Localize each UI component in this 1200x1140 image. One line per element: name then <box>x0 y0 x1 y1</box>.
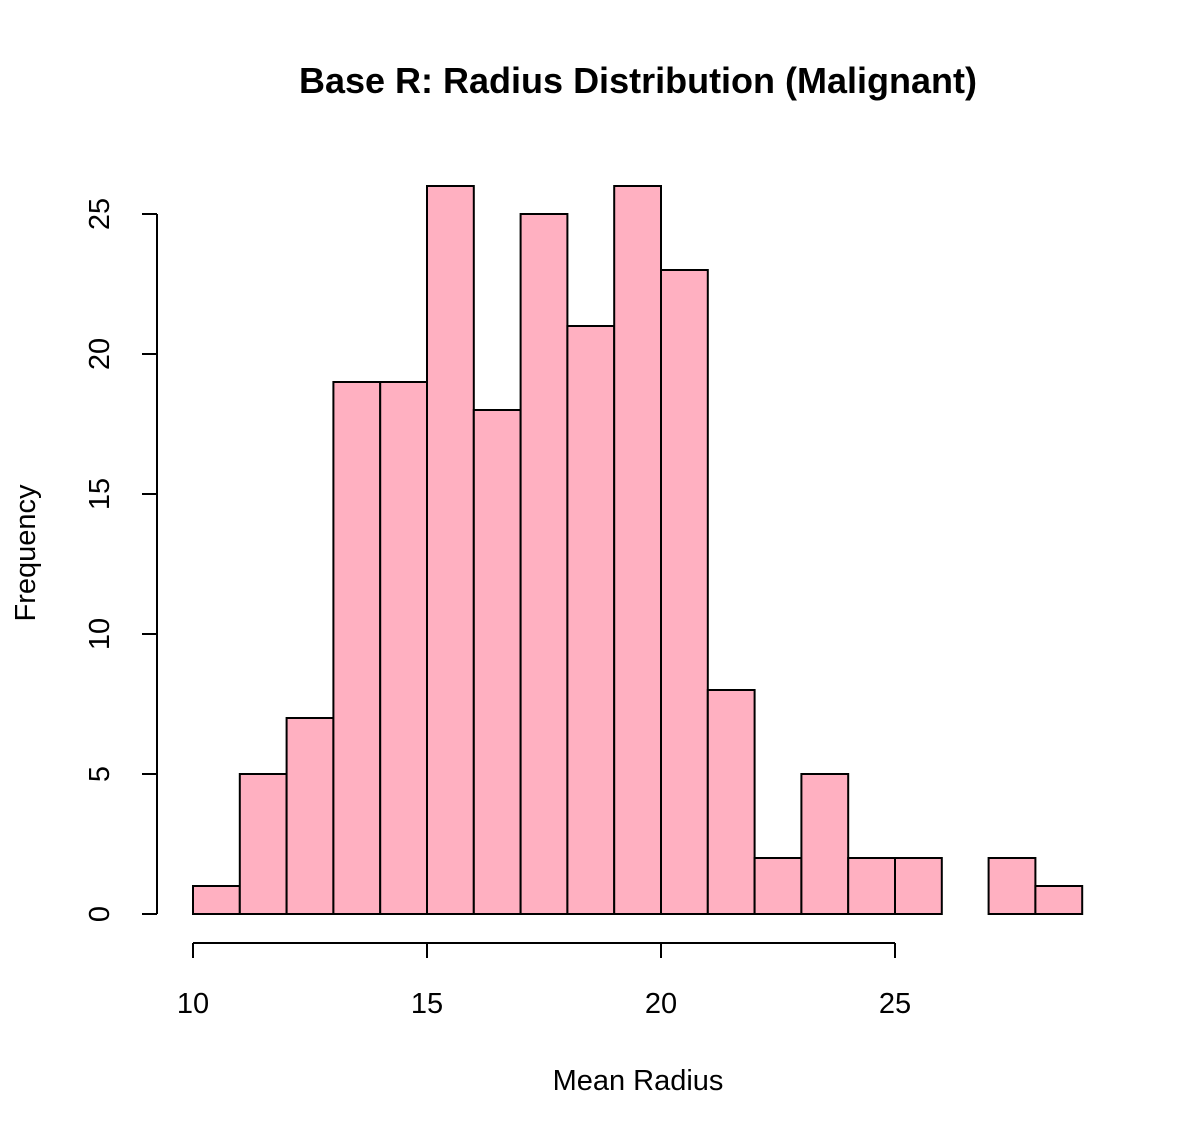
y-tick-label: 15 <box>84 478 116 510</box>
histogram-bar <box>894 857 943 915</box>
histogram-bar <box>519 213 569 915</box>
x-axis-label: Mean Radius <box>553 1065 724 1097</box>
histogram-bar <box>332 381 382 915</box>
x-tick-label: 20 <box>645 988 677 1020</box>
y-tick-label: 25 <box>84 198 116 230</box>
x-tick-label: 15 <box>411 988 443 1020</box>
histogram-bar <box>613 185 663 915</box>
histogram-bar <box>566 325 616 915</box>
histogram-bar <box>472 409 522 915</box>
histogram-bar <box>847 857 897 915</box>
histogram-bar <box>987 857 1037 915</box>
x-tick-label: 25 <box>879 988 911 1020</box>
histogram-bar <box>753 857 803 915</box>
bars-group <box>192 185 1084 915</box>
chart-title: Base R: Radius Distribution (Malignant) <box>299 60 977 101</box>
histogram-bar <box>379 381 429 915</box>
histogram-bar <box>192 885 241 915</box>
x-axis: 10 15 20 25 <box>177 942 911 1020</box>
histogram-bar <box>238 773 288 915</box>
y-axis: 0 5 10 15 20 25 <box>84 198 158 922</box>
histogram-bar <box>426 185 475 915</box>
histogram-bar <box>285 717 335 915</box>
histogram-bar <box>1034 885 1084 915</box>
y-tick-label: 0 <box>84 906 116 922</box>
x-tick-label: 10 <box>177 988 209 1020</box>
y-tick-label: 20 <box>84 338 116 370</box>
y-axis-label: Frequency <box>10 484 42 622</box>
histogram-bar <box>660 269 709 915</box>
y-tick-label: 5 <box>84 766 116 782</box>
histogram-bar <box>800 773 850 915</box>
histogram-bar <box>706 689 756 915</box>
y-tick-label: 10 <box>84 618 116 650</box>
